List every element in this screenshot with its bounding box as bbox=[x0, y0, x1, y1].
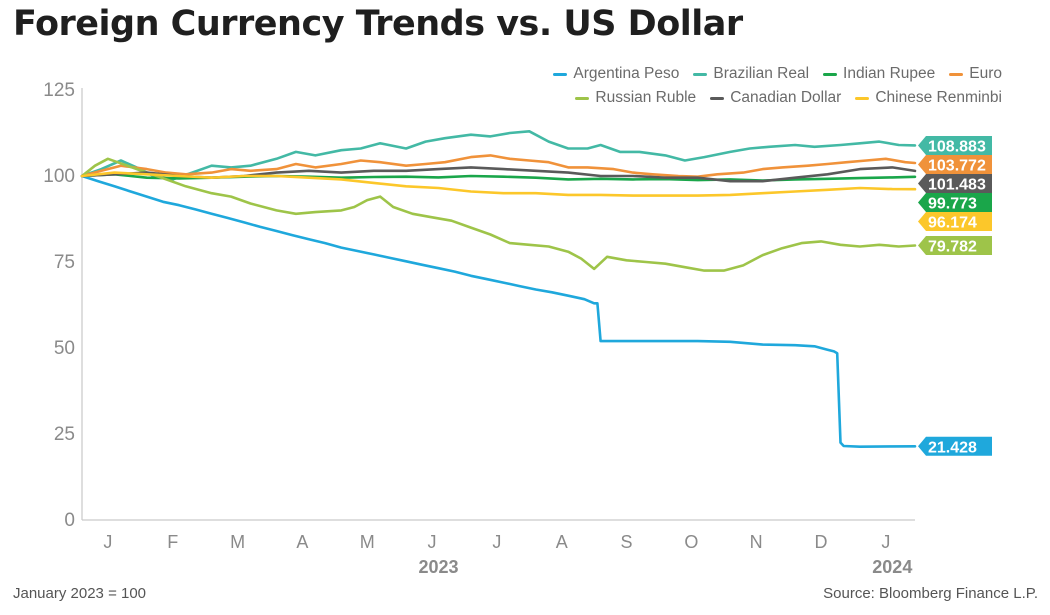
y-tick-label: 50 bbox=[54, 338, 75, 359]
chart-legend: Argentina Peso Brazilian Real Indian Rupee… bbox=[442, 62, 1002, 110]
x-tick-label: A bbox=[556, 532, 568, 552]
y-tick-label: 100 bbox=[43, 166, 75, 187]
legend-item-chinese-renminbi: Chinese Renminbi bbox=[855, 86, 1002, 110]
x-tick-label: S bbox=[621, 532, 633, 552]
end-value-tag-canadian-dollar bbox=[918, 173, 992, 193]
legend-label: Argentina Peso bbox=[573, 65, 680, 82]
x-tick-label: F bbox=[167, 532, 178, 552]
y-tick-label: 125 bbox=[43, 80, 75, 101]
y-tick-label: 25 bbox=[54, 424, 75, 445]
legend-label: Euro bbox=[969, 65, 1002, 82]
legend-label: Canadian Dollar bbox=[730, 89, 842, 106]
end-value-label-canadian-dollar: 101.483 bbox=[928, 176, 986, 193]
x-tick-label: M bbox=[230, 532, 245, 552]
series-line-chinese-renminbi bbox=[80, 171, 917, 197]
legend-item-canadian-dollar: Canadian Dollar bbox=[710, 86, 841, 110]
y-tick-label: 0 bbox=[64, 510, 75, 531]
x-tick-label: J bbox=[428, 532, 437, 552]
year-label: 2024 bbox=[872, 557, 912, 577]
series-line-brazilian-real bbox=[80, 130, 917, 181]
end-value-label-indian-rupee: 99.773 bbox=[928, 195, 977, 212]
legend-swatch bbox=[575, 96, 590, 100]
end-value-tag-brazilian-real bbox=[918, 135, 992, 155]
legend-swatch bbox=[553, 72, 568, 76]
end-value-tag-chinese-renminbi bbox=[918, 211, 992, 231]
y-tick-label: 75 bbox=[54, 252, 75, 273]
legend-swatch bbox=[710, 96, 725, 100]
x-tick-label: O bbox=[684, 532, 698, 552]
legend-item-brazilian-real: Brazilian Real bbox=[693, 62, 809, 86]
chart-title: Foreign Currency Trends vs. US Dollar bbox=[13, 4, 743, 44]
legend-swatch bbox=[855, 96, 870, 100]
end-value-tag-russian-ruble bbox=[918, 236, 992, 256]
footnote: January 2023 = 100 bbox=[13, 585, 147, 602]
legend-label: Chinese Renminbi bbox=[875, 89, 1002, 106]
end-value-label-argentina-peso: 21.428 bbox=[928, 439, 977, 456]
end-value-tag-euro bbox=[918, 154, 992, 174]
legend-item-euro: Euro bbox=[949, 62, 1002, 86]
end-value-label-brazilian-real: 108.883 bbox=[928, 138, 986, 155]
series-line-canadian-dollar bbox=[80, 166, 917, 183]
end-value-tag-indian-rupee bbox=[918, 192, 992, 212]
x-tick-label: J bbox=[103, 532, 112, 552]
source-note: Source: Bloomberg Finance L.P. bbox=[823, 585, 1038, 602]
x-tick-label: J bbox=[492, 532, 501, 552]
legend-label: Russian Ruble bbox=[595, 89, 697, 106]
end-value-label-russian-ruble: 79.782 bbox=[928, 239, 977, 256]
legend-item-argentina-peso: Argentina Peso bbox=[553, 62, 679, 86]
legend-item-indian-rupee: Indian Rupee bbox=[823, 62, 935, 86]
legend-swatch bbox=[693, 72, 708, 76]
x-tick-label: M bbox=[360, 532, 375, 552]
end-value-label-chinese-renminbi: 96.174 bbox=[928, 214, 977, 231]
end-value-tag-argentina-peso bbox=[918, 436, 992, 456]
legend-label: Indian Rupee bbox=[843, 65, 936, 82]
legend-label: Brazilian Real bbox=[713, 65, 810, 82]
legend-swatch bbox=[949, 72, 964, 76]
series-line-argentina-peso bbox=[80, 174, 917, 448]
legend-swatch bbox=[823, 72, 838, 76]
year-label: 2023 bbox=[419, 557, 459, 577]
legend-item-russian-ruble: Russian Ruble bbox=[575, 86, 696, 110]
x-tick-label: N bbox=[750, 532, 763, 552]
series-line-russian-ruble bbox=[80, 157, 917, 272]
x-tick-label: J bbox=[881, 532, 890, 552]
x-tick-label: D bbox=[815, 532, 828, 552]
end-value-label-euro: 103.772 bbox=[928, 157, 986, 174]
series-line-euro bbox=[80, 154, 917, 178]
x-tick-label: A bbox=[296, 532, 308, 552]
